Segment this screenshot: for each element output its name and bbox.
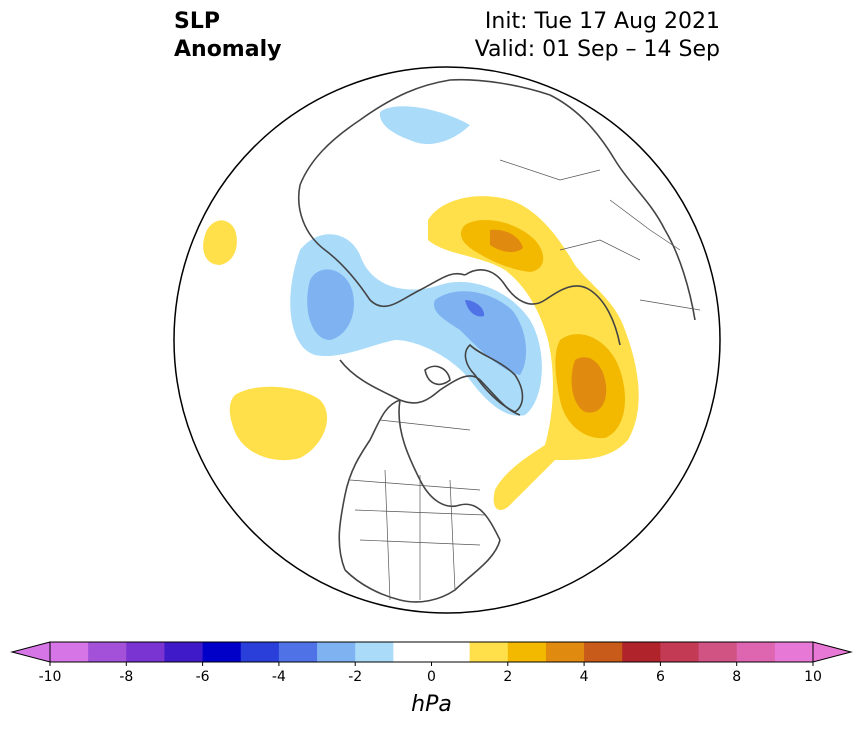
colorbar-cell [736,642,776,662]
colorbar-cell [584,642,623,662]
colorbar: -10 -8 -6 -4 -2 0 2 4 6 8 10 [10,641,853,685]
colorbar-cell [774,642,814,662]
colorbar-tick-label: 0 [427,669,436,685]
northeast-pacific-high [229,386,328,461]
colorbar-cell [393,642,432,662]
colorbar-tick-label: 10 [804,669,822,685]
colorbar-cell [164,642,204,662]
state-borders [349,159,701,601]
colorbar-cell [278,642,318,662]
colorbar-cell [507,642,547,662]
colorbar-extend-max [812,641,853,663]
colorbar-cell [545,642,585,662]
colorbar-cell [240,642,280,662]
arctic-greenland-low-mid [434,291,527,375]
polar-map [173,66,721,614]
colorbar-cell [469,642,509,662]
title-left: SLP Anomaly [174,8,281,64]
title-field: SLP [174,9,220,34]
colorbar-tick-label: 6 [656,669,665,685]
colorbar-cell [88,642,127,662]
colorbar-tick-label: -2 [348,669,362,685]
colorbar-cell [317,642,356,662]
colorbar-unit: hPa [411,692,452,717]
colorbar-tick-label: -6 [196,669,210,685]
colorbar-tick-label: -8 [119,669,133,685]
colorbar-cell [126,642,165,662]
colorbar-cell [431,642,471,662]
colorbar-cell [698,642,738,662]
colorbar-tick-label: -4 [272,669,286,685]
east-siberia-low [379,106,470,145]
colorbar-tick-label: 4 [580,669,589,685]
coastlines [298,78,696,603]
colorbar-cell [622,642,661,662]
colorbar-tick-label: 8 [732,669,741,685]
north-pacific-low-center [307,269,354,340]
colorbar-cell [202,642,242,662]
colorbar-tick-label: 2 [503,669,512,685]
colorbar-cell [50,642,89,662]
valid-range: Valid: 01 Sep – 14 Sep [474,37,720,62]
west-pacific-high [203,220,237,265]
arctic-greenland-low-core [465,300,485,317]
init-date: Init: Tue 17 Aug 2021 [484,9,720,34]
title-field-qualifier: Anomaly [174,37,282,62]
scandinavia-high-core [490,229,523,252]
north-atlantic-high-core [571,357,607,413]
colorbar-cell [355,642,394,662]
colorbar-tick-label: -10 [39,669,62,685]
map-boundary [173,66,721,614]
title-right: Init: Tue 17 Aug 2021 Valid: 01 Sep – 14… [475,8,720,64]
colorbar-extend-min [10,641,51,663]
colorbar-cell [660,642,700,662]
north-pacific-low [290,234,542,416]
